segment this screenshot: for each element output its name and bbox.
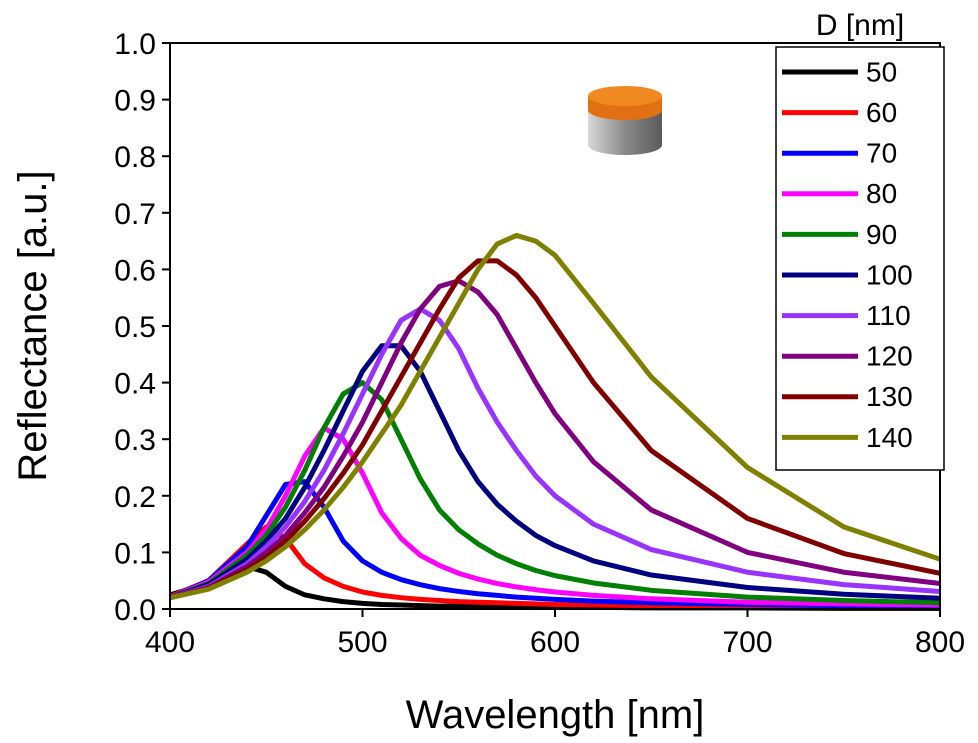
x-tick-label: 600 — [530, 626, 580, 659]
y-tick-label: 0.9 — [114, 85, 156, 118]
legend-label: 140 — [866, 422, 913, 453]
legend-label: 90 — [866, 219, 897, 250]
legend-label: 70 — [866, 138, 897, 169]
x-tick-label: 500 — [337, 626, 387, 659]
y-tick-label: 0.3 — [114, 424, 156, 457]
legend: 50 60 70 80 90 100 110 120 130 140 — [782, 56, 913, 453]
cylinder-icon — [588, 86, 662, 155]
y-tick-label: 1.0 — [114, 28, 156, 61]
y-tick-label: 0.2 — [114, 481, 156, 514]
x-tick-label: 400 — [145, 626, 195, 659]
series-line — [169, 380, 941, 606]
legend-label: 50 — [866, 56, 897, 87]
legend-title: D [nm] — [816, 9, 904, 42]
legend-label: 110 — [866, 300, 911, 331]
legend-label: 60 — [866, 97, 897, 128]
series-line — [169, 278, 941, 601]
y-axis-title: Reflectance [a.u.] — [11, 170, 55, 481]
series-line — [169, 425, 941, 608]
series-line — [169, 343, 941, 601]
legend-label: 120 — [866, 341, 913, 372]
x-tick-label: 700 — [722, 626, 772, 659]
legend-box — [775, 46, 945, 471]
y-tick-label: 0.5 — [114, 311, 156, 344]
y-tick-label: 0.1 — [114, 537, 156, 570]
series-line — [168, 479, 941, 609]
y-tick-label: 0.4 — [114, 368, 156, 401]
y-tick-label: 0.7 — [114, 198, 156, 231]
y-tick-label: 0.0 — [114, 594, 156, 627]
legend-label: 130 — [866, 381, 913, 412]
x-tick-label: 800 — [915, 626, 965, 659]
series-line — [169, 306, 941, 601]
y-tick-label: 0.8 — [114, 141, 156, 174]
legend-label: 80 — [866, 178, 897, 209]
legend-label: 100 — [866, 259, 913, 290]
y-tick-label: 0.6 — [114, 254, 156, 287]
series-line — [169, 232, 941, 601]
series-line — [169, 258, 941, 601]
x-axis-title: Wavelength [nm] — [406, 693, 705, 737]
